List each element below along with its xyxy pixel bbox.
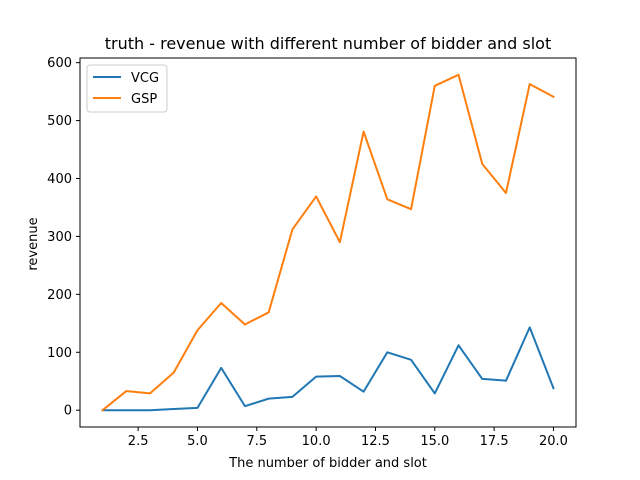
- x-tick-label: 10.0: [302, 434, 331, 449]
- x-tick-label: 17.5: [480, 434, 509, 449]
- y-tick-label: 0: [64, 404, 72, 419]
- legend-label-gsp: GSP: [131, 92, 157, 107]
- x-tick-label: 15.0: [420, 434, 449, 449]
- x-axis-label: The number of bidder and slot: [228, 456, 427, 471]
- chart-title: truth - revenue with different number of…: [105, 34, 552, 53]
- plot-area: 2.5 5.0 7.5 10.0 12.5 15.0 17.5 20.0 0 100 200 300 4…: [47, 56, 577, 449]
- legend-label-vcg: VCG: [131, 71, 159, 86]
- y-tick-label: 300: [47, 230, 72, 245]
- y-tick-label: 600: [47, 56, 72, 71]
- x-tick-label: 5.0: [187, 434, 208, 449]
- y-tick-label: 200: [47, 288, 72, 303]
- y-tick-label: 400: [47, 172, 72, 187]
- x-tick-label: 12.5: [361, 434, 390, 449]
- y-tick-label: 500: [47, 114, 72, 129]
- series-line-gsp: [101, 73, 555, 412]
- legend: VCG GSP: [86, 64, 168, 113]
- x-tick-label: 7.5: [246, 434, 267, 449]
- x-tick-label: 20.0: [539, 434, 568, 449]
- x-tick-label: 2.5: [128, 434, 149, 449]
- y-tick-label: 100: [47, 346, 72, 361]
- series-line-vcg: [101, 326, 555, 412]
- axes-frame: [79, 57, 577, 428]
- y-axis-label: revenue: [26, 217, 41, 270]
